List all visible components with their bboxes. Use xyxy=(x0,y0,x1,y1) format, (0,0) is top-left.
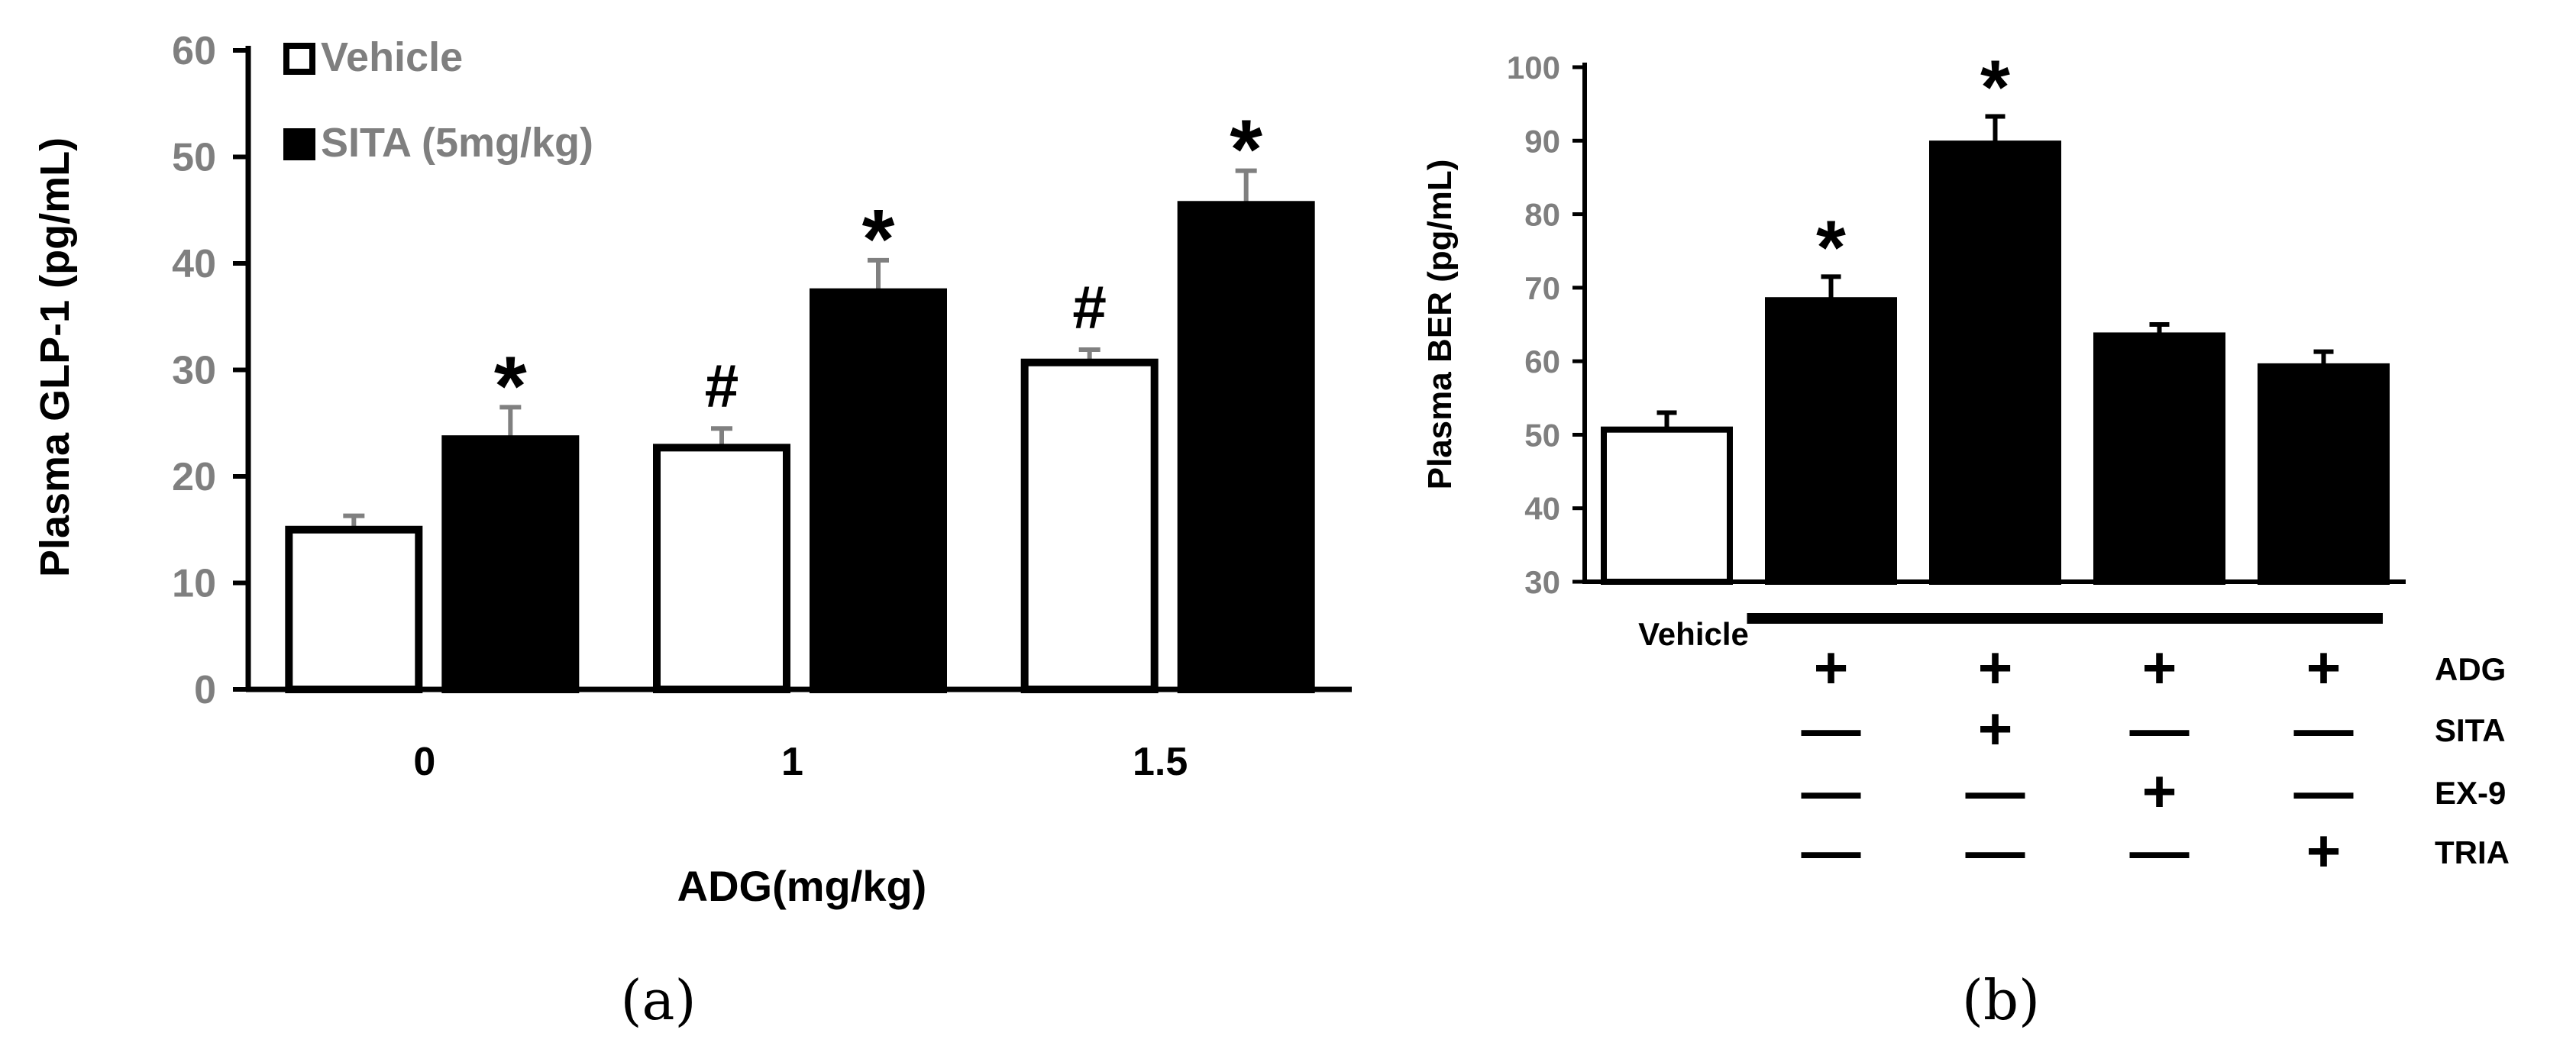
bar xyxy=(2258,363,2390,585)
y-tick-label: 30 xyxy=(172,349,216,393)
legend-swatch xyxy=(283,128,315,160)
treatment-label: EX-9 xyxy=(2435,775,2506,811)
plus-sign: + xyxy=(1814,634,1849,701)
y-tick-label: 80 xyxy=(1524,197,1560,233)
minus-sign: — xyxy=(2130,695,2190,762)
x-tick-label: 0 xyxy=(413,740,435,784)
significance-star: * xyxy=(494,339,527,433)
y-tick-label: 60 xyxy=(1524,344,1560,379)
bar xyxy=(285,525,423,693)
plus-sign: + xyxy=(2142,634,2177,701)
panel-a-chart: 0 10 20 30 40 50 60 * 0 # * 1 # * 1.5 Vehicle SITA (5mg/… xyxy=(32,29,1352,1032)
minus-sign: — xyxy=(1802,817,1861,884)
legend-label: SITA (5mg/kg) xyxy=(321,120,593,166)
significance-hash: # xyxy=(705,352,739,420)
y-tick-label: 70 xyxy=(1524,270,1560,306)
y-tick-label: 50 xyxy=(1524,417,1560,453)
significance-star: * xyxy=(1980,45,2010,131)
bar xyxy=(2093,332,2225,585)
bar xyxy=(1020,358,1159,693)
bar xyxy=(441,435,580,693)
y-tick-label: 0 xyxy=(194,668,216,712)
plus-sign: + xyxy=(1978,634,2013,701)
significance-star: * xyxy=(1230,103,1262,197)
legend-swatch xyxy=(283,43,315,75)
y-tick-label: 10 xyxy=(172,562,216,606)
minus-sign: — xyxy=(1802,695,1861,762)
x-axis-title: ADG(mg/kg) xyxy=(677,862,927,910)
caption-a: (a) xyxy=(620,968,696,1032)
plus-sign: + xyxy=(2306,817,2342,884)
y-tick-label: 90 xyxy=(1524,123,1560,159)
minus-sign: — xyxy=(1966,757,2025,825)
minus-sign: — xyxy=(1966,817,2025,884)
y-tick-label: 40 xyxy=(1524,491,1560,527)
x-tick-label: 1 xyxy=(781,740,803,784)
bar xyxy=(1929,140,2061,585)
bar xyxy=(1765,297,1897,585)
treatment-label: ADG xyxy=(2435,651,2506,687)
minus-sign: — xyxy=(2294,757,2354,825)
minus-sign: — xyxy=(1802,757,1861,825)
significance-hash: # xyxy=(1072,273,1107,341)
significance-star: * xyxy=(862,192,895,286)
bar xyxy=(1601,426,1733,586)
bar xyxy=(810,288,947,694)
y-tick-label: 60 xyxy=(172,29,216,73)
legend-label: Vehicle xyxy=(321,34,463,80)
minus-sign: — xyxy=(2294,695,2354,762)
bar xyxy=(653,444,790,694)
y-tick-label: 30 xyxy=(1524,564,1560,600)
y-axis-title: Plasma BER (pg/mL) xyxy=(1421,160,1459,490)
caption-b: (b) xyxy=(1962,968,2040,1032)
y-tick-label: 100 xyxy=(1507,50,1560,86)
plus-sign: + xyxy=(2306,634,2342,701)
x-tick-label: Vehicle xyxy=(1638,616,1749,652)
plus-sign: + xyxy=(2142,757,2177,825)
y-tick-label: 50 xyxy=(172,136,216,180)
bar xyxy=(1177,201,1315,693)
y-axis-title: Plasma GLP-1 (pg/mL) xyxy=(32,137,78,577)
significance-star: * xyxy=(1816,205,1846,290)
y-tick-label: 20 xyxy=(172,455,216,499)
minus-sign: — xyxy=(2130,817,2190,884)
treatment-label: SITA xyxy=(2435,712,2506,748)
x-tick-label: 1.5 xyxy=(1133,740,1188,784)
plus-sign: + xyxy=(1978,695,2013,762)
treatment-label: TRIA xyxy=(2435,834,2510,870)
y-tick-label: 40 xyxy=(172,242,216,286)
